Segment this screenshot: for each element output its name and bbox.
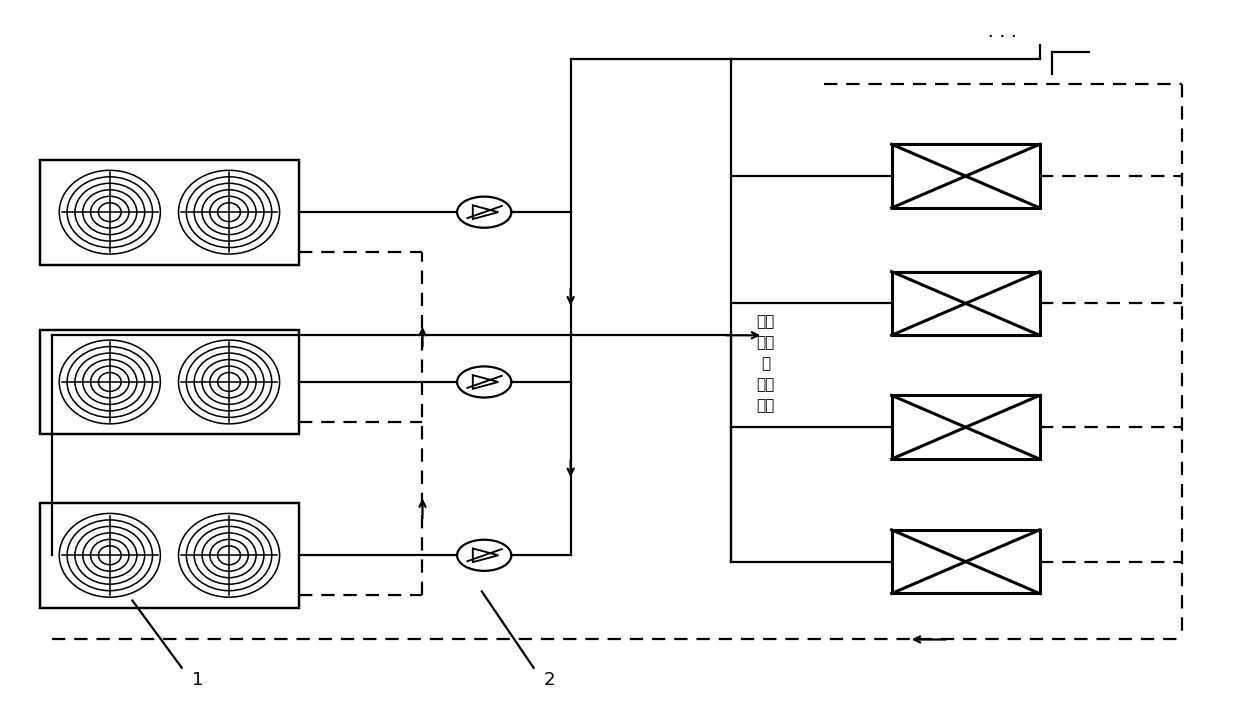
Text: 1: 1 (192, 672, 203, 689)
Bar (892, 272, 1039, 335)
Bar (892, 530, 1039, 593)
Text: . . .: . . . (988, 24, 1017, 41)
Text: 2: 2 (543, 672, 556, 689)
Bar (892, 144, 1039, 208)
Text: 风机
盘管
和
新风
机组: 风机 盘管 和 新风 机组 (756, 314, 775, 413)
Bar (892, 396, 1039, 459)
Bar (40, 329, 299, 434)
Bar (40, 503, 299, 607)
Bar (40, 160, 299, 265)
